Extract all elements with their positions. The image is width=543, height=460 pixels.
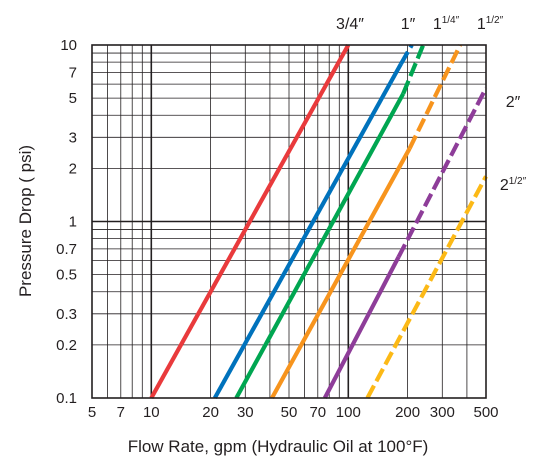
- plot-border: [91, 44, 487, 399]
- x-tick-label: 50: [281, 404, 298, 421]
- y-tick-label: 0.2: [56, 337, 77, 354]
- y-tick-label: 5: [69, 90, 77, 107]
- series-lines: [149, 43, 488, 400]
- series-solid-0: [149, 43, 351, 400]
- x-tick-label: 200: [395, 404, 420, 421]
- series-label-3: 11/2″: [477, 15, 504, 33]
- x-axis-label: Flow Rate, gpm (Hydraulic Oil at 100°F): [128, 437, 429, 456]
- x-tick-label: 20: [202, 404, 219, 421]
- x-tick-label: 7: [117, 404, 125, 421]
- series-dashed-1: [399, 43, 414, 66]
- y-tick-label: 0.1: [56, 390, 77, 407]
- series-solid-4: [322, 255, 401, 399]
- series-label-5: 21/2″: [500, 176, 527, 194]
- grid: [91, 45, 487, 398]
- x-tick-label: 500: [473, 404, 498, 421]
- series-solid-2: [234, 92, 406, 400]
- x-tick-label: 30: [237, 404, 254, 421]
- series-dashed-3: [407, 44, 463, 150]
- series-label-1: 1″: [401, 16, 416, 33]
- x-tick-label: 10: [143, 404, 160, 421]
- y-tick-label: 1: [69, 214, 77, 231]
- series-dashed-5: [365, 175, 488, 399]
- y-tick-label: 0.7: [56, 241, 77, 258]
- x-tick-label: 100: [336, 404, 361, 421]
- y-tick-label: 0.3: [56, 306, 77, 323]
- plot-frame: [91, 44, 487, 399]
- series-label-4: 2″: [506, 94, 521, 111]
- y-tick-label: 7: [69, 64, 77, 81]
- y-tick-label: 10: [60, 37, 77, 54]
- series-dashed-2: [401, 44, 426, 95]
- y-tick-label: 2: [69, 160, 77, 177]
- y-tick-label: 3: [69, 129, 77, 146]
- series-solid-3: [270, 147, 412, 400]
- x-tick-label: 5: [88, 404, 96, 421]
- x-tick-label: 300: [430, 404, 455, 421]
- series-label-2: 11/4″: [433, 15, 460, 33]
- series-solid-1: [212, 62, 403, 400]
- series-dashed-4: [396, 87, 488, 258]
- series-label-0: 3/4″: [336, 16, 364, 33]
- y-tick-labels: 0.1 0.2 0.3 0.5 0.7 1 2 3 5 7 10: [56, 37, 77, 407]
- series-labels: 3/4″ 1″ 11/4″ 11/2″ 2″ 21/2″: [336, 15, 527, 194]
- x-tick-label: 70: [309, 404, 326, 421]
- x-tick-labels: 5 7 10 20 30 50 70 100 200 300 500: [88, 404, 499, 421]
- y-tick-label: 0.5: [56, 267, 77, 284]
- y-axis-label: Pressure Drop ( psi): [16, 145, 35, 297]
